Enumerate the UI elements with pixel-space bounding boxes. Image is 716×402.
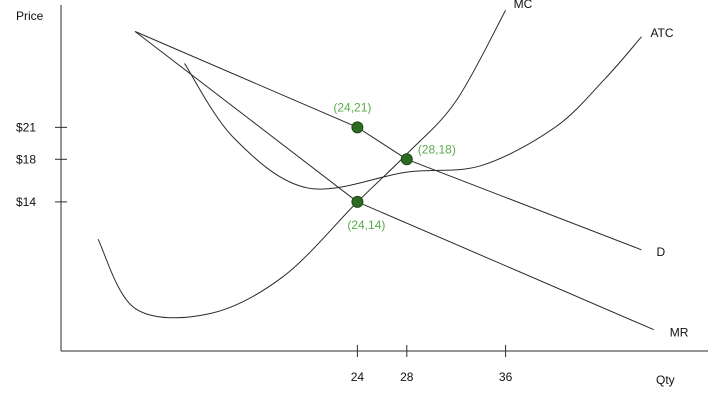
curve-label-mc: MC [514, 0, 533, 11]
point-24-14 [351, 195, 364, 208]
point-label-24-14: (24,14) [347, 218, 385, 232]
y-axis-label: Price [16, 9, 44, 23]
axis-ticks: $21 $18 $14 24 28 36 [16, 120, 513, 384]
curve-labels: MC ATC D MR [514, 0, 689, 340]
y-tick-label-21: $21 [16, 120, 36, 134]
x-tick-label-24: 24 [351, 370, 365, 384]
x-tick-label-28: 28 [400, 370, 414, 384]
point-label-24-21: (24,21) [333, 100, 371, 114]
curve-label-d: D [656, 245, 665, 259]
x-axis-label: Qty [656, 373, 675, 387]
curve-mc [97, 9, 507, 319]
curve-label-mr: MR [670, 326, 689, 340]
curve-mr [134, 31, 654, 331]
point-24-21 [351, 121, 364, 134]
curve-d [134, 31, 642, 251]
point-label-28-18: (28,18) [418, 142, 456, 156]
curve-label-atc: ATC [650, 26, 673, 40]
curves [97, 9, 654, 331]
y-tick-label-18: $18 [16, 152, 36, 166]
intersection-points: (24,21) (28,18) (24,14) [333, 100, 455, 232]
x-tick-label-36: 36 [499, 370, 513, 384]
y-tick-label-14: $14 [16, 195, 36, 209]
point-28-18 [400, 153, 413, 166]
curve-atc [184, 36, 642, 190]
